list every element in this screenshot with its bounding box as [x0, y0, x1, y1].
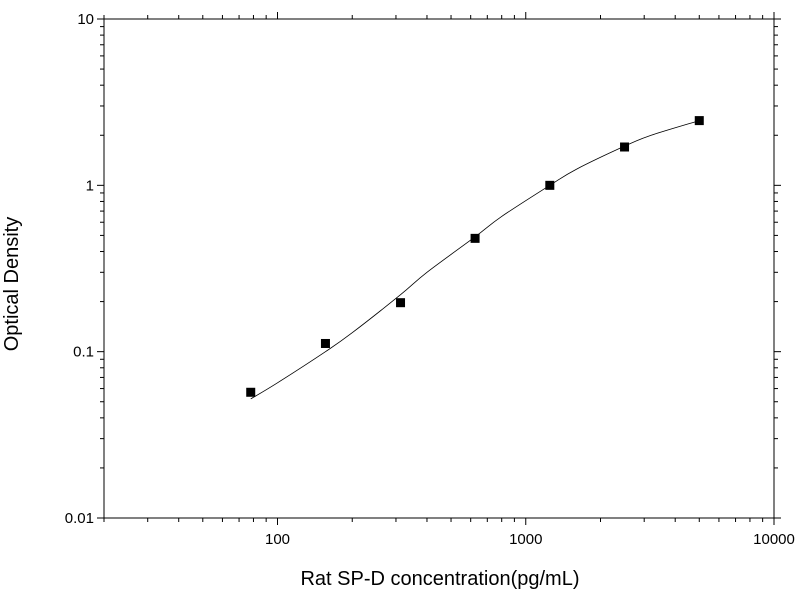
y-tick-label: 10 [77, 11, 94, 28]
y-axis: 0.01 0.1 1 10 [65, 11, 781, 527]
data-point [470, 233, 480, 243]
plot-frame [103, 18, 775, 519]
y-axis-label: Optical Density [1, 217, 23, 352]
data-point [620, 142, 630, 152]
x-axis-label: Rat SP-D concentration(pg/mL) [300, 568, 579, 590]
x-axis: 100 1000 10000 [103, 12, 795, 548]
data-point [694, 116, 704, 126]
data-point [396, 298, 406, 308]
x-tick-label: 1000 [509, 531, 542, 548]
data-point [246, 387, 256, 397]
x-tick-label: 100 [265, 531, 290, 548]
fit-curve-layer [250, 120, 700, 400]
plot-border [103, 18, 775, 519]
data-points [246, 116, 704, 397]
x-tick-label: 10000 [753, 531, 795, 548]
y-tick-label: 0.1 [73, 344, 94, 361]
y-tick-label: 1 [86, 177, 94, 194]
data-point [545, 180, 555, 190]
data-point [320, 338, 330, 348]
y-tick-label: 0.01 [65, 510, 94, 527]
fit-curve [250, 120, 700, 400]
